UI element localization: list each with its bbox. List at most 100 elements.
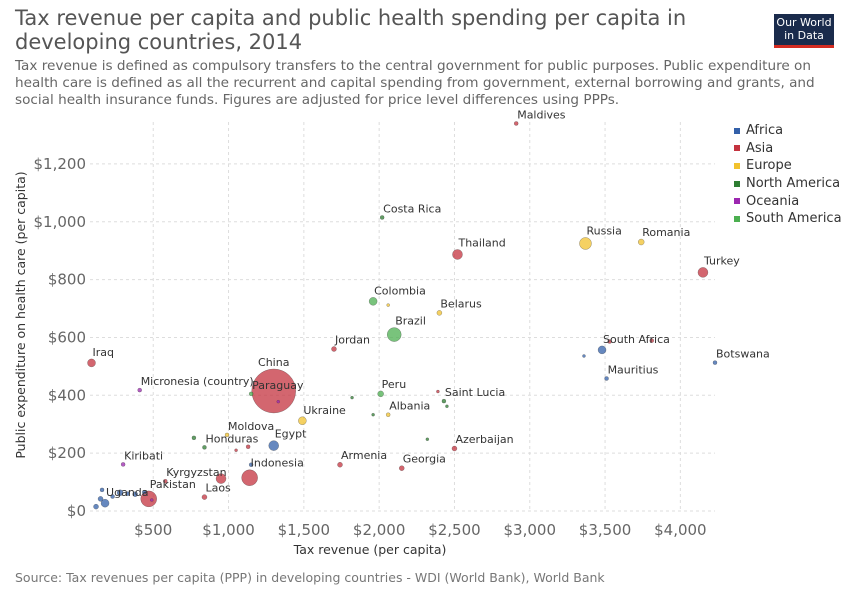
data-point[interactable] [604,376,609,381]
data-point[interactable] [97,496,104,502]
data-point[interactable] [215,473,227,484]
data-point[interactable] [425,437,430,442]
legend-swatch [734,162,740,169]
point-label: China [258,356,289,369]
data-point[interactable] [245,444,251,450]
data-point[interactable] [140,490,157,508]
data-point[interactable] [398,465,405,471]
point-label: Belarus [440,297,482,310]
data-point[interactable] [637,238,645,246]
data-point[interactable] [132,491,138,497]
legend-item[interactable]: North America [734,175,842,193]
point-label: Thailand [457,236,505,249]
data-point[interactable] [451,445,458,452]
data-point[interactable] [298,416,307,426]
data-point[interactable] [100,498,110,508]
data-point[interactable] [582,354,586,358]
data-point[interactable] [385,412,391,417]
data-point[interactable] [436,310,443,316]
legend-swatch [734,145,740,152]
data-point[interactable] [241,469,258,486]
data-point[interactable] [436,389,440,394]
data-point[interactable] [251,368,296,414]
data-point[interactable] [99,487,105,493]
y-tick-label: $600 [48,328,86,346]
legend-item[interactable]: South America [734,210,842,228]
data-point[interactable] [441,398,447,404]
point-label: Romania [642,226,690,239]
point-label: Mauritius [608,364,659,377]
legend-item[interactable]: Africa [734,122,842,140]
point-label: Honduras [205,432,258,445]
point-label: Colombia [374,284,426,297]
point-label: Albania [389,400,430,413]
data-point[interactable] [191,435,197,441]
data-point[interactable] [452,249,463,260]
legend-swatch [734,180,740,187]
data-point[interactable] [579,237,592,250]
x-tick-label: $3,500 [579,521,632,539]
point-label: Kiribati [124,449,163,462]
legend-label: Africa [746,123,784,139]
point-label: Kyrgyzstan [166,466,226,479]
data-point[interactable] [141,489,147,495]
data-point[interactable] [377,390,384,398]
data-point[interactable] [137,387,142,393]
data-point[interactable] [116,489,124,497]
data-point[interactable] [597,345,607,355]
data-point[interactable] [120,462,126,467]
point-label: Uganda [106,486,148,499]
data-point[interactable] [234,448,238,453]
data-point[interactable] [607,339,612,344]
legend-item[interactable]: Oceania [734,192,842,210]
data-point[interactable] [276,399,281,404]
legend-label: Oceania [746,193,800,209]
data-point[interactable] [268,440,279,451]
data-point[interactable] [368,297,378,306]
data-point[interactable] [87,358,96,368]
data-point[interactable] [513,121,519,126]
legend-item[interactable]: Europe [734,157,842,175]
logo-line-1: Our World [776,16,832,29]
data-point[interactable] [379,215,385,220]
owid-logo[interactable]: Our World in Data [774,14,834,48]
x-tick-label: $1,000 [202,521,255,539]
y-tick-label: $400 [48,386,86,404]
data-point[interactable] [201,494,208,500]
data-point[interactable] [649,338,654,343]
data-point[interactable] [202,445,207,450]
data-point[interactable] [350,395,354,400]
x-axis-label: Tax revenue (per capita) [293,542,447,557]
legend-label: Europe [746,158,792,174]
legend-swatch [734,215,740,222]
data-point[interactable] [712,360,718,365]
legend-label: South America [746,211,842,227]
point-label: Armenia [341,449,387,462]
data-point[interactable] [386,303,390,307]
point-label: Moldova [228,420,274,433]
data-point[interactable] [445,404,449,409]
data-point[interactable] [248,391,254,397]
data-point[interactable] [248,462,254,467]
point-label: Ukraine [303,404,346,417]
logo-line-2: in Data [784,29,824,42]
point-label: South Africa [603,333,670,346]
point-label: Azerbaijan [455,433,513,446]
data-point[interactable] [149,498,154,502]
data-point[interactable] [110,494,115,499]
data-point[interactable] [697,267,709,278]
data-point[interactable] [386,327,402,342]
data-point[interactable] [337,461,343,468]
point-label: Indonesia [251,457,304,470]
y-axis-ticks: $0 $200 $400 $600 $800 $1,000 $1,200 [34,155,87,520]
point-label: Peru [382,378,407,391]
x-tick-label: $2,000 [353,521,406,539]
data-point[interactable] [371,412,375,417]
data-point[interactable] [163,478,168,484]
legend-item[interactable]: Asia [734,140,842,158]
data-point[interactable] [125,491,130,496]
data-point[interactable] [224,432,230,438]
data-point[interactable] [331,346,337,352]
data-point[interactable] [93,503,99,510]
